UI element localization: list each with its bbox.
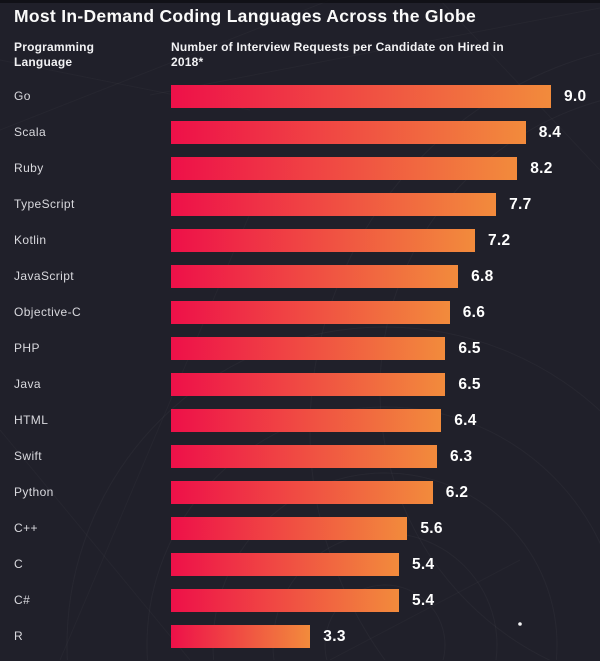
language-label: Python <box>14 485 54 499</box>
bar-row: Python 6.2 <box>0 481 600 517</box>
bar-row: C# 5.4 <box>0 589 600 625</box>
bar <box>171 301 450 324</box>
bar-row: C++ 5.6 <box>0 517 600 553</box>
value-label: 6.2 <box>445 484 469 501</box>
column-header-language-line1: Programming <box>14 40 95 54</box>
bar-row: PHP 6.5 <box>0 337 600 373</box>
language-label: Go <box>14 89 31 103</box>
language-label: C++ <box>14 521 38 535</box>
value-label: 5.4 <box>412 592 435 609</box>
value-label: 6.6 <box>462 304 486 321</box>
bar-row: JavaScript 6.8 <box>0 265 600 301</box>
bar <box>171 553 399 576</box>
language-label: TypeScript <box>14 197 75 211</box>
value-label: 6.5 <box>458 376 481 393</box>
bar-row: Java 6.5 <box>0 373 600 409</box>
value-label: 6.8 <box>471 268 494 285</box>
top-edge-shadow <box>0 0 600 3</box>
language-label: C <box>14 557 24 571</box>
bar <box>171 517 408 540</box>
column-header-metric-line1: Number of Interview Requests per Candida… <box>171 40 504 54</box>
language-label: C# <box>14 593 31 607</box>
bar-row: Kotlin 7.2 <box>0 229 600 265</box>
language-label: Kotlin <box>14 233 47 247</box>
bar <box>171 121 526 144</box>
bar <box>171 265 459 288</box>
language-label: JavaScript <box>14 269 75 283</box>
chart-title: Most In-Demand Coding Languages Across t… <box>14 6 476 26</box>
language-label: Swift <box>14 449 43 463</box>
bar-row: Go 9.0 <box>0 85 600 121</box>
bar-row: C 5.4 <box>0 553 600 589</box>
bar-row: HTML 6.4 <box>0 409 600 445</box>
bar <box>171 409 442 432</box>
bar-row: Ruby 8.2 <box>0 157 600 193</box>
column-header-language-line2: Language <box>14 55 73 69</box>
value-label: 9.0 <box>564 88 587 105</box>
language-label: Scala <box>14 125 47 139</box>
bar-row: TypeScript 7.7 <box>0 193 600 229</box>
value-label: 8.2 <box>530 160 553 177</box>
bar <box>171 337 446 360</box>
language-label: Java <box>14 377 41 391</box>
bar <box>171 85 551 108</box>
language-label: R <box>14 629 24 643</box>
bar <box>171 589 399 612</box>
value-label: 5.4 <box>412 556 435 573</box>
bar-chart: Go 9.0 Scala 8.4 Ruby 8.2 TypeScript 7.7 Kotlin 7… <box>0 85 600 661</box>
bar <box>171 157 518 180</box>
bar <box>171 229 475 252</box>
value-label: 6.5 <box>458 340 481 357</box>
value-label: 7.7 <box>509 196 532 213</box>
value-label: 5.6 <box>420 520 443 537</box>
bar <box>171 193 497 216</box>
bar <box>171 445 437 468</box>
bar <box>171 373 446 396</box>
value-label: 3.3 <box>323 628 346 645</box>
language-label: Objective-C <box>14 305 82 319</box>
language-label: HTML <box>14 413 49 427</box>
column-header-metric-line2: 2018* <box>171 55 204 69</box>
language-label: Ruby <box>14 161 44 175</box>
bar-row: R 3.3 <box>0 625 600 661</box>
value-label: 7.2 <box>488 232 511 249</box>
bar-row: Scala 8.4 <box>0 121 600 157</box>
value-label: 8.4 <box>538 124 562 141</box>
bar <box>171 481 433 504</box>
column-header-language: Programming Language <box>14 40 154 70</box>
column-header-metric: Number of Interview Requests per Candida… <box>171 40 556 70</box>
language-label: PHP <box>14 341 40 355</box>
bar <box>171 625 311 648</box>
value-label: 6.3 <box>450 448 473 465</box>
value-label: 6.4 <box>454 412 477 429</box>
bar-row: Swift 6.3 <box>0 445 600 481</box>
bar-row: Objective-C 6.6 <box>0 301 600 337</box>
